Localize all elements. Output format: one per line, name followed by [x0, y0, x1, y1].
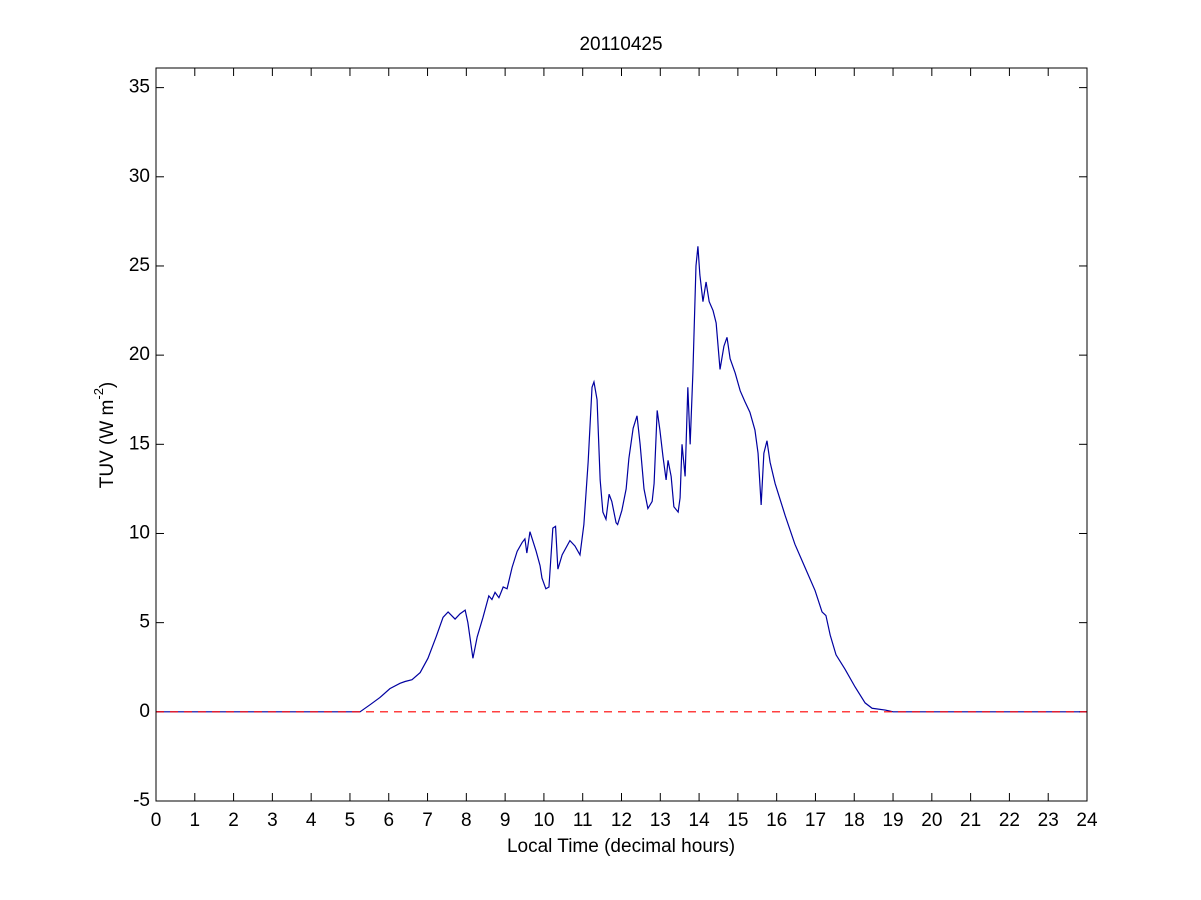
- x-tick-label: 4: [306, 810, 317, 831]
- x-tick-label: 23: [1038, 810, 1059, 831]
- x-tick-label: 17: [805, 810, 826, 831]
- y-tick-label: 15: [129, 433, 150, 454]
- x-tick-label: 18: [844, 810, 865, 831]
- series-line: [156, 246, 1087, 713]
- x-tick-label: 3: [267, 810, 278, 831]
- x-tick-label: 16: [766, 810, 787, 831]
- x-tick-label: 15: [727, 810, 748, 831]
- chart-title: 20110425: [579, 34, 662, 55]
- x-tick-label: 20: [921, 810, 942, 831]
- x-tick-label: 5: [345, 810, 356, 831]
- x-tick-label: 10: [533, 810, 554, 831]
- x-tick-label: 21: [960, 810, 981, 831]
- axes-box: [155, 67, 1088, 802]
- y-axis-label-text: TUV (W m: [97, 400, 118, 489]
- x-tick-label: 24: [1076, 810, 1098, 831]
- x-tick-label: 7: [422, 810, 433, 831]
- y-tick-label: 25: [129, 255, 150, 276]
- x-tick-label: 13: [650, 810, 671, 831]
- x-axis-label: Local Time (decimal hours): [507, 836, 735, 857]
- y-tick-label: 10: [129, 522, 150, 543]
- x-tick-label: 1: [190, 810, 201, 831]
- x-tick-label: 11: [573, 810, 593, 831]
- y-tick-label: 35: [129, 77, 150, 98]
- y-tick-label: 20: [129, 344, 150, 365]
- x-tick-label: 2: [228, 810, 239, 831]
- y-tick-label: 30: [129, 166, 150, 187]
- x-tick-label: 8: [461, 810, 472, 831]
- y-axis-label: TUV (W m-2): [91, 382, 118, 489]
- x-tick-label: 12: [611, 810, 632, 831]
- y-tick-label: 0: [139, 701, 150, 722]
- x-tick-label: 22: [999, 810, 1020, 831]
- x-tick-label: 19: [882, 810, 903, 831]
- x-tick-label: 9: [500, 810, 511, 831]
- y-tick-label: -5: [133, 790, 150, 811]
- x-tick-label: 6: [383, 810, 394, 831]
- y-tick-label: 5: [139, 612, 150, 633]
- y-axis-label-end: ): [97, 382, 118, 388]
- x-tick-label: 14: [689, 810, 711, 831]
- y-axis-label-sup: -2: [91, 388, 106, 400]
- x-tick-label: 0: [151, 810, 162, 831]
